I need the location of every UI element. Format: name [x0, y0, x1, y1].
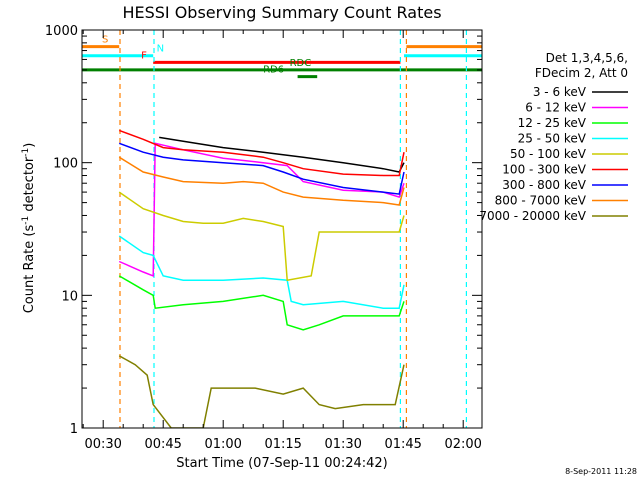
x-tick-label: 01:00 [204, 437, 241, 452]
series-line-5 [118, 129, 405, 177]
legend-label: 3 - 6 keV [533, 85, 587, 99]
x-tick-label: 01:45 [384, 437, 421, 452]
legend-label: 6 - 12 keV [525, 101, 587, 115]
series-line-3 [118, 235, 405, 309]
state-bar-label-n: N [157, 44, 164, 55]
series-line-7 [118, 156, 405, 206]
x-tick-label: 00:45 [144, 437, 181, 452]
y-axis-label: Count Rate (s-1 detector-1) [21, 143, 37, 314]
legend-header-line-2: FDecim 2, Att 0 [535, 66, 628, 80]
y-tick-label: 1000 [45, 24, 78, 39]
legend-label: 25 - 50 keV [518, 132, 587, 146]
x-axis-label: Start Time (07-Sep-11 00:24:42) [176, 456, 387, 471]
chart-title: HESSI Observing Summary Count Rates [122, 3, 441, 22]
legend-header-line-1: Det 1,3,4,5,6, [546, 51, 628, 65]
y-tick-label: 100 [53, 157, 78, 172]
legend: Det 1,3,4,5,6, FDecim 2, Att 0 3 - 6 keV… [479, 51, 628, 223]
legend-label: 12 - 25 keV [518, 116, 587, 130]
x-tick-label: 01:30 [324, 437, 361, 452]
state-bar-label-rdc: RDC [290, 58, 312, 69]
legend-label: 50 - 100 keV [510, 147, 587, 161]
state-bar-label-f: F [141, 50, 147, 61]
x-tick-label: 01:15 [264, 437, 301, 452]
x-tick-label: 02:00 [444, 437, 481, 452]
legend-label: 800 - 7000 keV [495, 194, 587, 208]
vertical-markers [119, 30, 467, 428]
axis-ticks: 00:30 00:45 01:00 01:15 01:30 01:45 02:00 1 10 10… [45, 24, 482, 452]
axes [81, 29, 483, 429]
state-bar-label-rd6: RD6 [263, 65, 284, 76]
series-lines [118, 129, 405, 428]
series-line-1 [118, 142, 405, 277]
legend-label: 100 - 300 keV [502, 163, 586, 177]
plot-frame [81, 29, 483, 429]
x-tick-label: 00:30 [84, 437, 121, 452]
y-tick-label: 1 [70, 422, 78, 437]
series-line-8 [118, 355, 405, 428]
footer-date: 8-Sep-2011 11:28 [565, 467, 637, 476]
series-line-2 [118, 275, 405, 331]
y-tick-label: 10 [61, 289, 78, 304]
legend-label: 300 - 800 keV [502, 178, 586, 192]
series-line-0 [159, 136, 405, 173]
state-bar-label-s: S [102, 35, 108, 46]
series-line-4 [118, 191, 405, 282]
state-bars: S NF RDC RD6 [82, 35, 482, 79]
legend-label: 7000 - 20000 keV [479, 209, 586, 223]
series-line-6 [118, 142, 405, 195]
